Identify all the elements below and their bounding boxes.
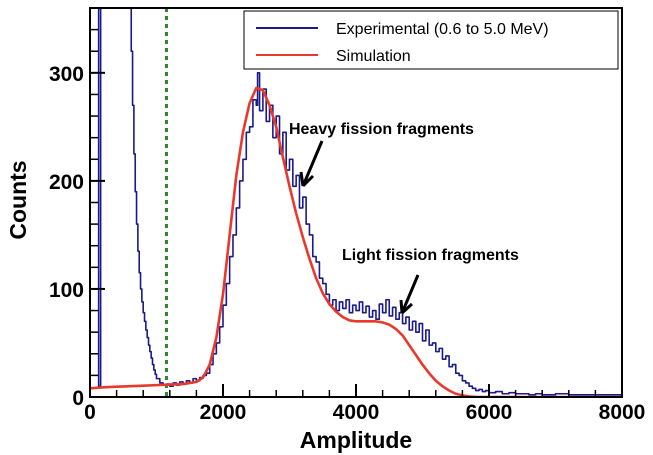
legend: Experimental (0.6 to 5.0 MeV) Simulation xyxy=(243,10,619,70)
x-tick-label: 4000 xyxy=(333,401,380,424)
legend-label-simulation: Simulation xyxy=(336,48,411,65)
annotation-light-arrow xyxy=(399,274,420,315)
legend-label-experimental: Experimental (0.6 to 5.0 MeV) xyxy=(336,21,549,38)
y-axis-title: Counts xyxy=(5,160,31,239)
x-axis-title: Amplitude xyxy=(300,427,412,453)
y-tick-label: 100 xyxy=(49,279,84,302)
annotation-heavy-arrow xyxy=(299,140,324,188)
x-tick-label: 8000 xyxy=(599,401,646,424)
series-line-simulation xyxy=(90,86,622,397)
legend-box xyxy=(243,10,619,70)
x-tick-label: 6000 xyxy=(466,401,513,424)
y-tick-label: 0 xyxy=(72,387,84,410)
x-tick-label: 2000 xyxy=(200,401,247,424)
y-tick-label: 200 xyxy=(49,171,84,194)
series-line-experimental xyxy=(90,8,622,396)
annotation-heavy-fragments: Heavy fission fragments xyxy=(289,121,474,138)
annotation-light-fragments: Light fission fragments xyxy=(342,247,519,264)
y-tick-label: 300 xyxy=(49,63,84,86)
x-tick-label: 0 xyxy=(84,401,96,424)
